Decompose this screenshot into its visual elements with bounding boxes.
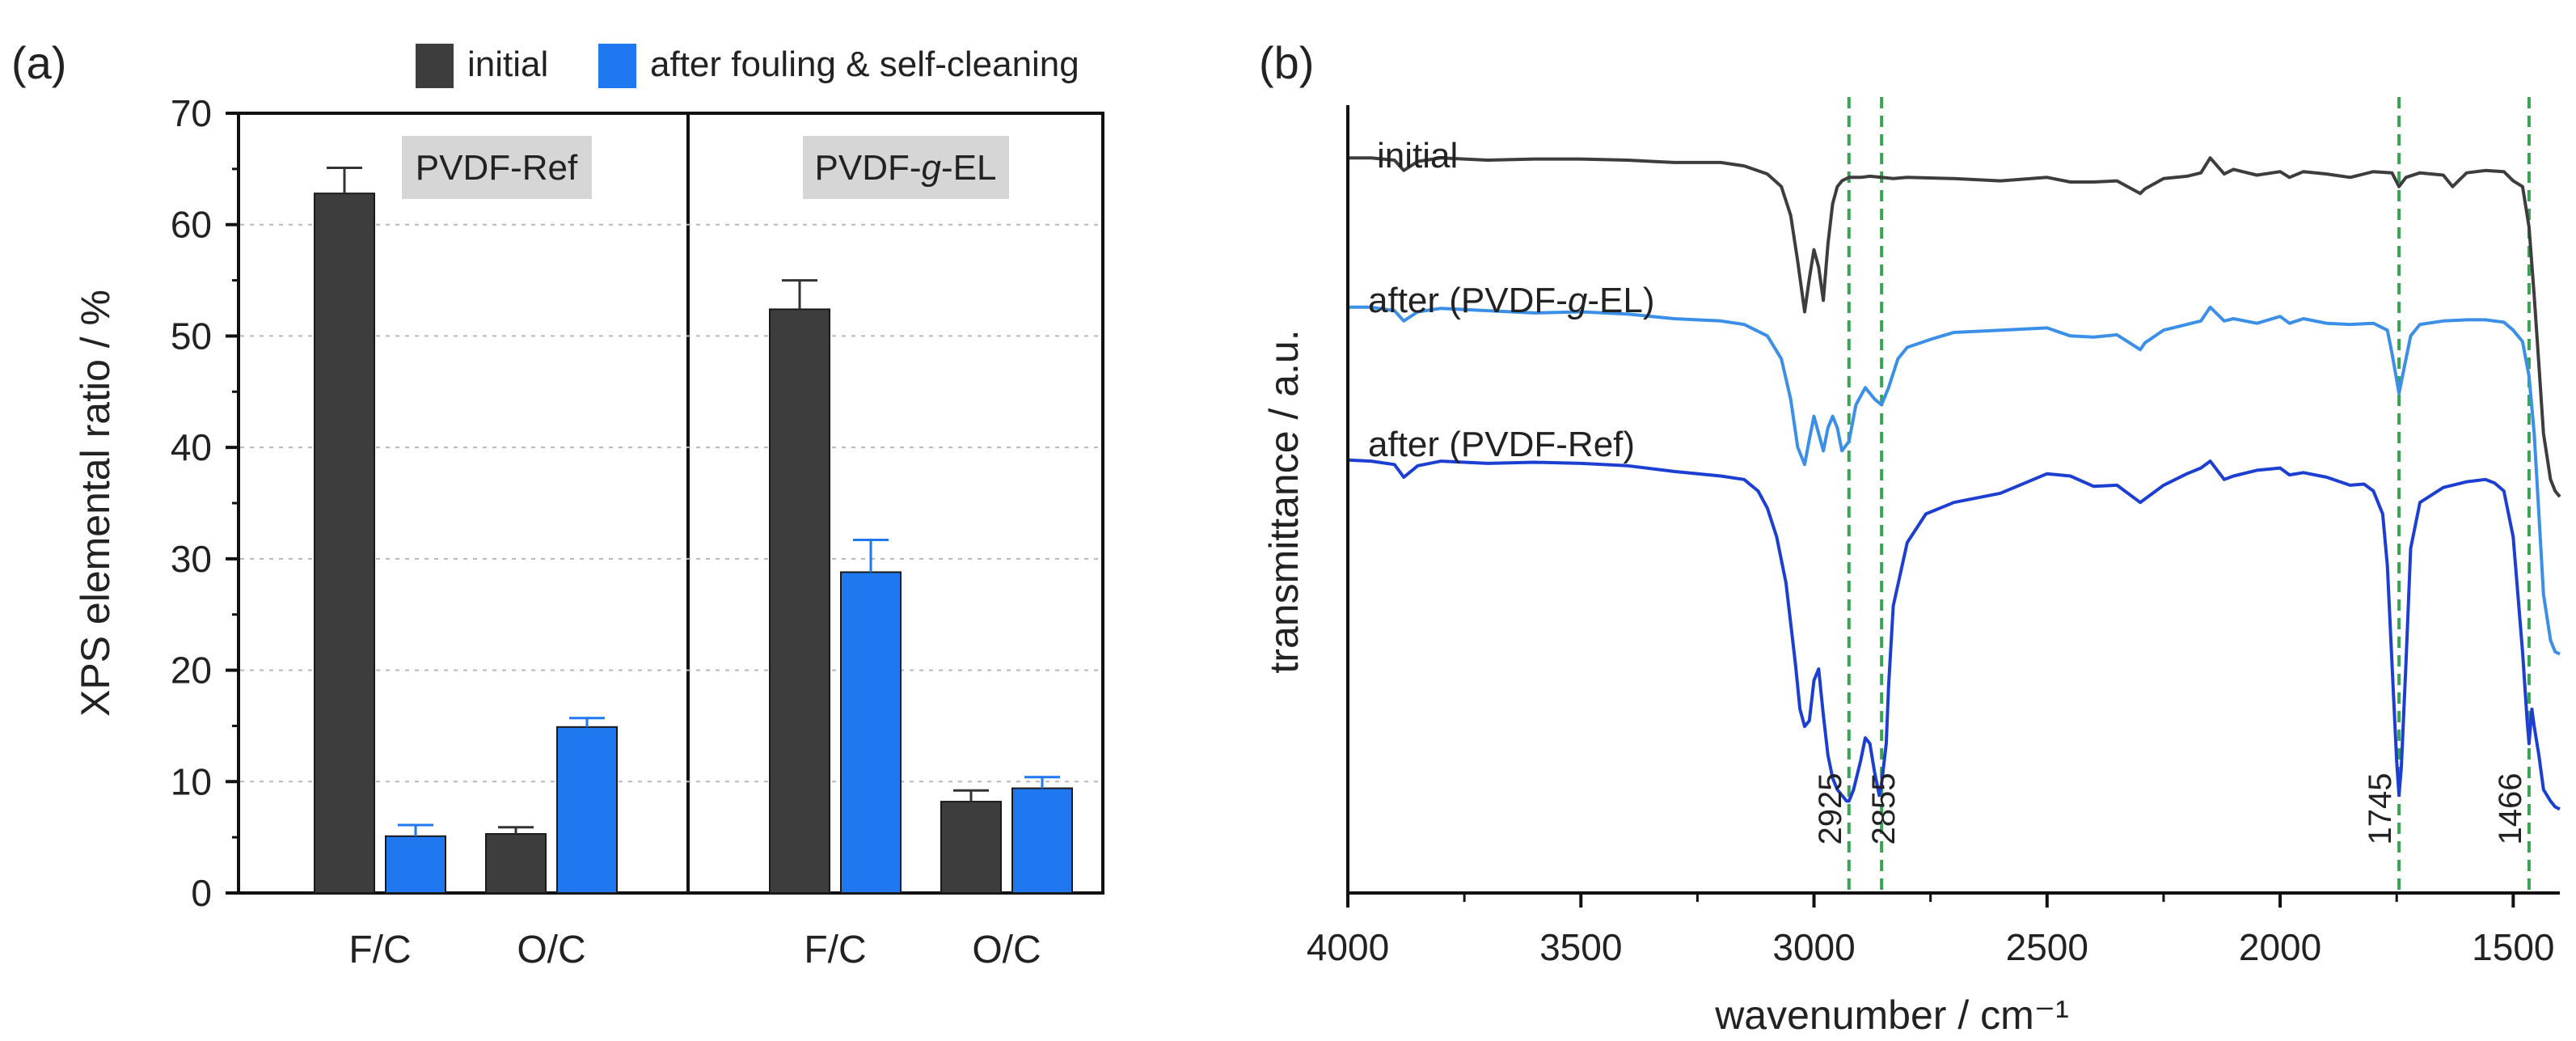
bar: [940, 801, 1002, 894]
group-label-el: PVDF-g-EL: [815, 148, 997, 188]
curve-label-after-el-italic: g: [1568, 281, 1588, 320]
panel-a: (a) initial after fouling & self-cleanin…: [11, 37, 1104, 971]
y-axis-b-label: transmittance / a.u.: [1261, 329, 1307, 673]
bar: [769, 308, 830, 894]
peak-labels: 2925 2855 1745 1466: [1813, 773, 2528, 845]
group-label-el-italic: g: [922, 148, 942, 188]
reference-lines: [1847, 97, 2531, 893]
peak-label: 2925: [1813, 773, 1848, 845]
group-label-el-prefix: PVDF-: [815, 148, 922, 188]
ftir-curve: [1347, 458, 2561, 811]
bar: [385, 835, 446, 895]
peak-label: 1745: [2363, 773, 2398, 845]
curve-label-after-el: after (PVDF-g-EL): [1368, 281, 1655, 320]
group-label-ref: PVDF-Ref: [416, 148, 578, 188]
curve-label-after-el-suffix: -EL): [1587, 281, 1654, 320]
panel-a-label: (a): [11, 37, 66, 88]
legend-label-after: after fouling & self-cleaning: [650, 44, 1079, 84]
y-tick-label: 30: [171, 538, 212, 580]
gridlines-a: [240, 223, 1101, 783]
legend-swatch-initial: [416, 44, 454, 88]
x-axis-b-label: wavenumber / cm⁻¹: [1714, 992, 2069, 1038]
x-tick-label: 2000: [2239, 926, 2321, 968]
x-tick-label: 1500: [2472, 926, 2554, 968]
bar: [1011, 787, 1073, 895]
legend-a: initial after fouling & self-cleaning: [416, 44, 1079, 88]
legend-label-initial: initial: [467, 44, 548, 84]
panel-b-label: (b): [1259, 37, 1314, 88]
peak-label: 2855: [1866, 773, 1902, 845]
bar: [556, 726, 618, 895]
category-label-ref-oc: O/C: [517, 929, 585, 971]
bar: [485, 833, 547, 895]
category-label-ref-fc: F/C: [348, 929, 411, 971]
bar: [840, 571, 902, 895]
group-label-ref-bg: [402, 136, 592, 199]
x-axis-b-ticks: 4000 3500 3000 2500 2000 1500: [1307, 893, 2555, 968]
panel-b: (b) 4000 3500 3000 2500 2000 1500 wavenumber …: [1259, 37, 2561, 1038]
y-tick-label: 20: [171, 650, 212, 692]
category-label-el-oc: O/C: [972, 929, 1041, 971]
y-tick-label: 10: [171, 760, 212, 802]
x-tick-label: 3000: [1772, 926, 1855, 968]
group-label-el-suffix: -EL: [941, 148, 996, 188]
y-tick-label: 40: [171, 426, 212, 468]
y-tick-label: 0: [191, 872, 212, 914]
y-tick-label: 50: [171, 315, 212, 357]
x-tick-label: 2500: [2006, 926, 2088, 968]
ftir-curve: [1348, 156, 2561, 498]
ftir-curve: [1348, 305, 2561, 656]
x-tick-label: 4000: [1307, 926, 1389, 968]
y-tick-label: 70: [171, 92, 212, 134]
y-tick-label: 60: [171, 204, 212, 246]
x-tick-label: 3500: [1539, 926, 1622, 968]
y-axis-a-ticks: 0 10 20 30 40 50 60 70: [171, 92, 239, 914]
y-axis-a-label: XPS elemental ratio / %: [73, 290, 118, 717]
legend-swatch-after: [598, 44, 636, 88]
bar: [314, 193, 375, 894]
group-label-el-bg: [803, 136, 1009, 199]
ftir-curves: [1347, 156, 2561, 811]
curve-label-after-ref: after (PVDF-Ref): [1368, 425, 1635, 464]
peak-label: 1466: [2493, 773, 2528, 845]
bars-a: [314, 166, 1073, 895]
category-label-el-fc: F/C: [804, 929, 866, 971]
curve-label-initial: initial: [1377, 136, 1458, 176]
curve-label-after-el-prefix: after (PVDF-: [1368, 281, 1568, 320]
